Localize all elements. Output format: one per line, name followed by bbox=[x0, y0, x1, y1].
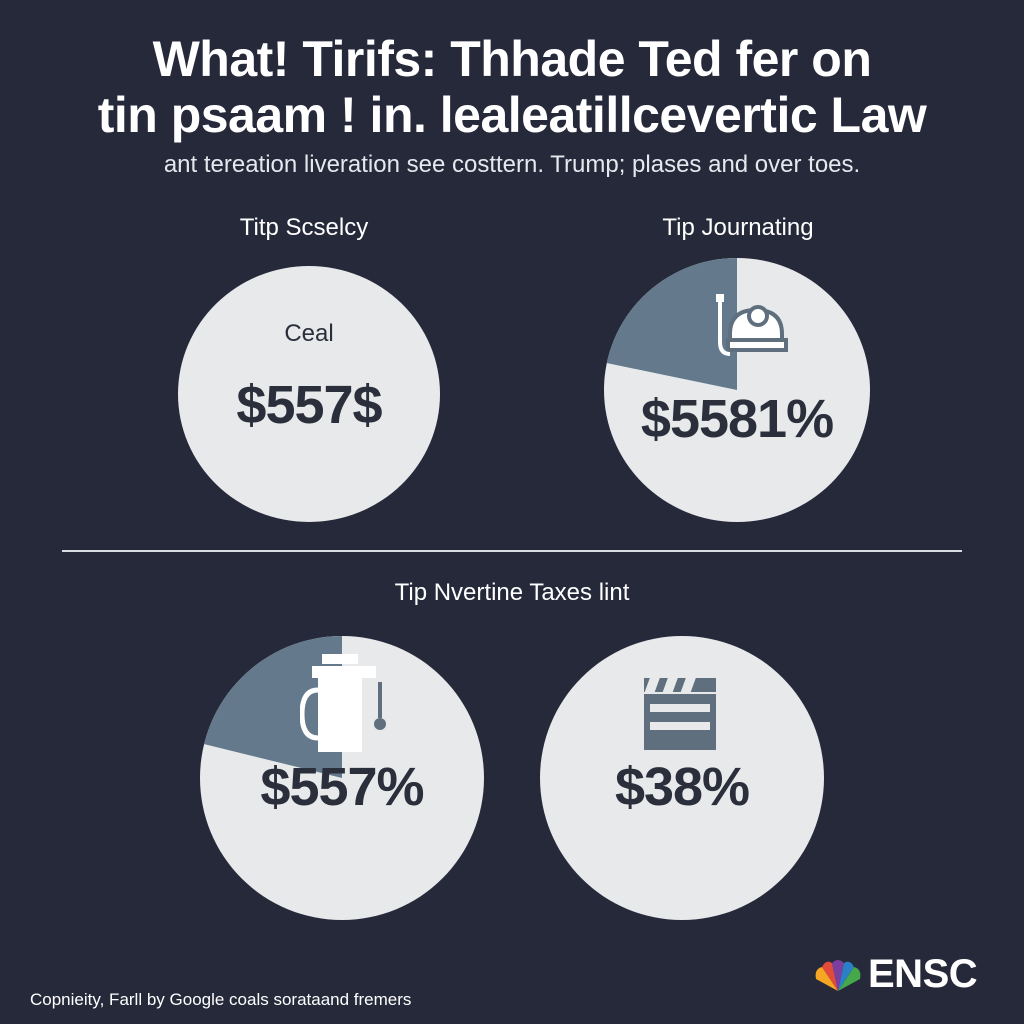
panel-3-value: $557% bbox=[260, 757, 424, 817]
subtitle: ant tereation liveration see costtern. T… bbox=[163, 151, 861, 178]
clapperboard-icon bbox=[638, 672, 722, 759]
panel-4-circle: $38% bbox=[540, 636, 824, 920]
coffee-maker-icon bbox=[299, 654, 392, 765]
pressure-gauge-icon bbox=[712, 294, 798, 369]
section-divider bbox=[62, 550, 962, 552]
panel-2-wedge bbox=[606, 258, 737, 390]
footer-credit: Copnieity, Farll by Google coals sorataa… bbox=[30, 990, 412, 1009]
panel-3-circle: $557% bbox=[200, 636, 484, 920]
network-logo: ENSC bbox=[812, 952, 978, 997]
panel-1-inner-label: Ceal bbox=[284, 320, 334, 347]
headline-line-1: What! Tirifs: Thhade Ted fer on bbox=[152, 31, 872, 87]
logo-text: ENSC bbox=[868, 952, 978, 996]
panel-2-label: Tip Journating bbox=[662, 214, 814, 241]
headline-line-2: tin psaam ! in. lealeatillcevertic Law bbox=[97, 87, 927, 143]
peacock-logo-icon bbox=[815, 959, 861, 991]
panel-2-circle: $5581% bbox=[604, 258, 870, 522]
panel-2-value: $5581% bbox=[640, 389, 834, 449]
panel-1-value: $557$ bbox=[236, 375, 382, 435]
section-2-label: Tip Nvertine Taxes lint bbox=[394, 579, 630, 606]
panel-1-circle: Ceal $557$ bbox=[178, 266, 440, 522]
panel-1-label: Titp Scselcy bbox=[239, 214, 369, 241]
panel-4-value: $38% bbox=[614, 757, 750, 817]
panel-3-wedge bbox=[203, 636, 342, 778]
